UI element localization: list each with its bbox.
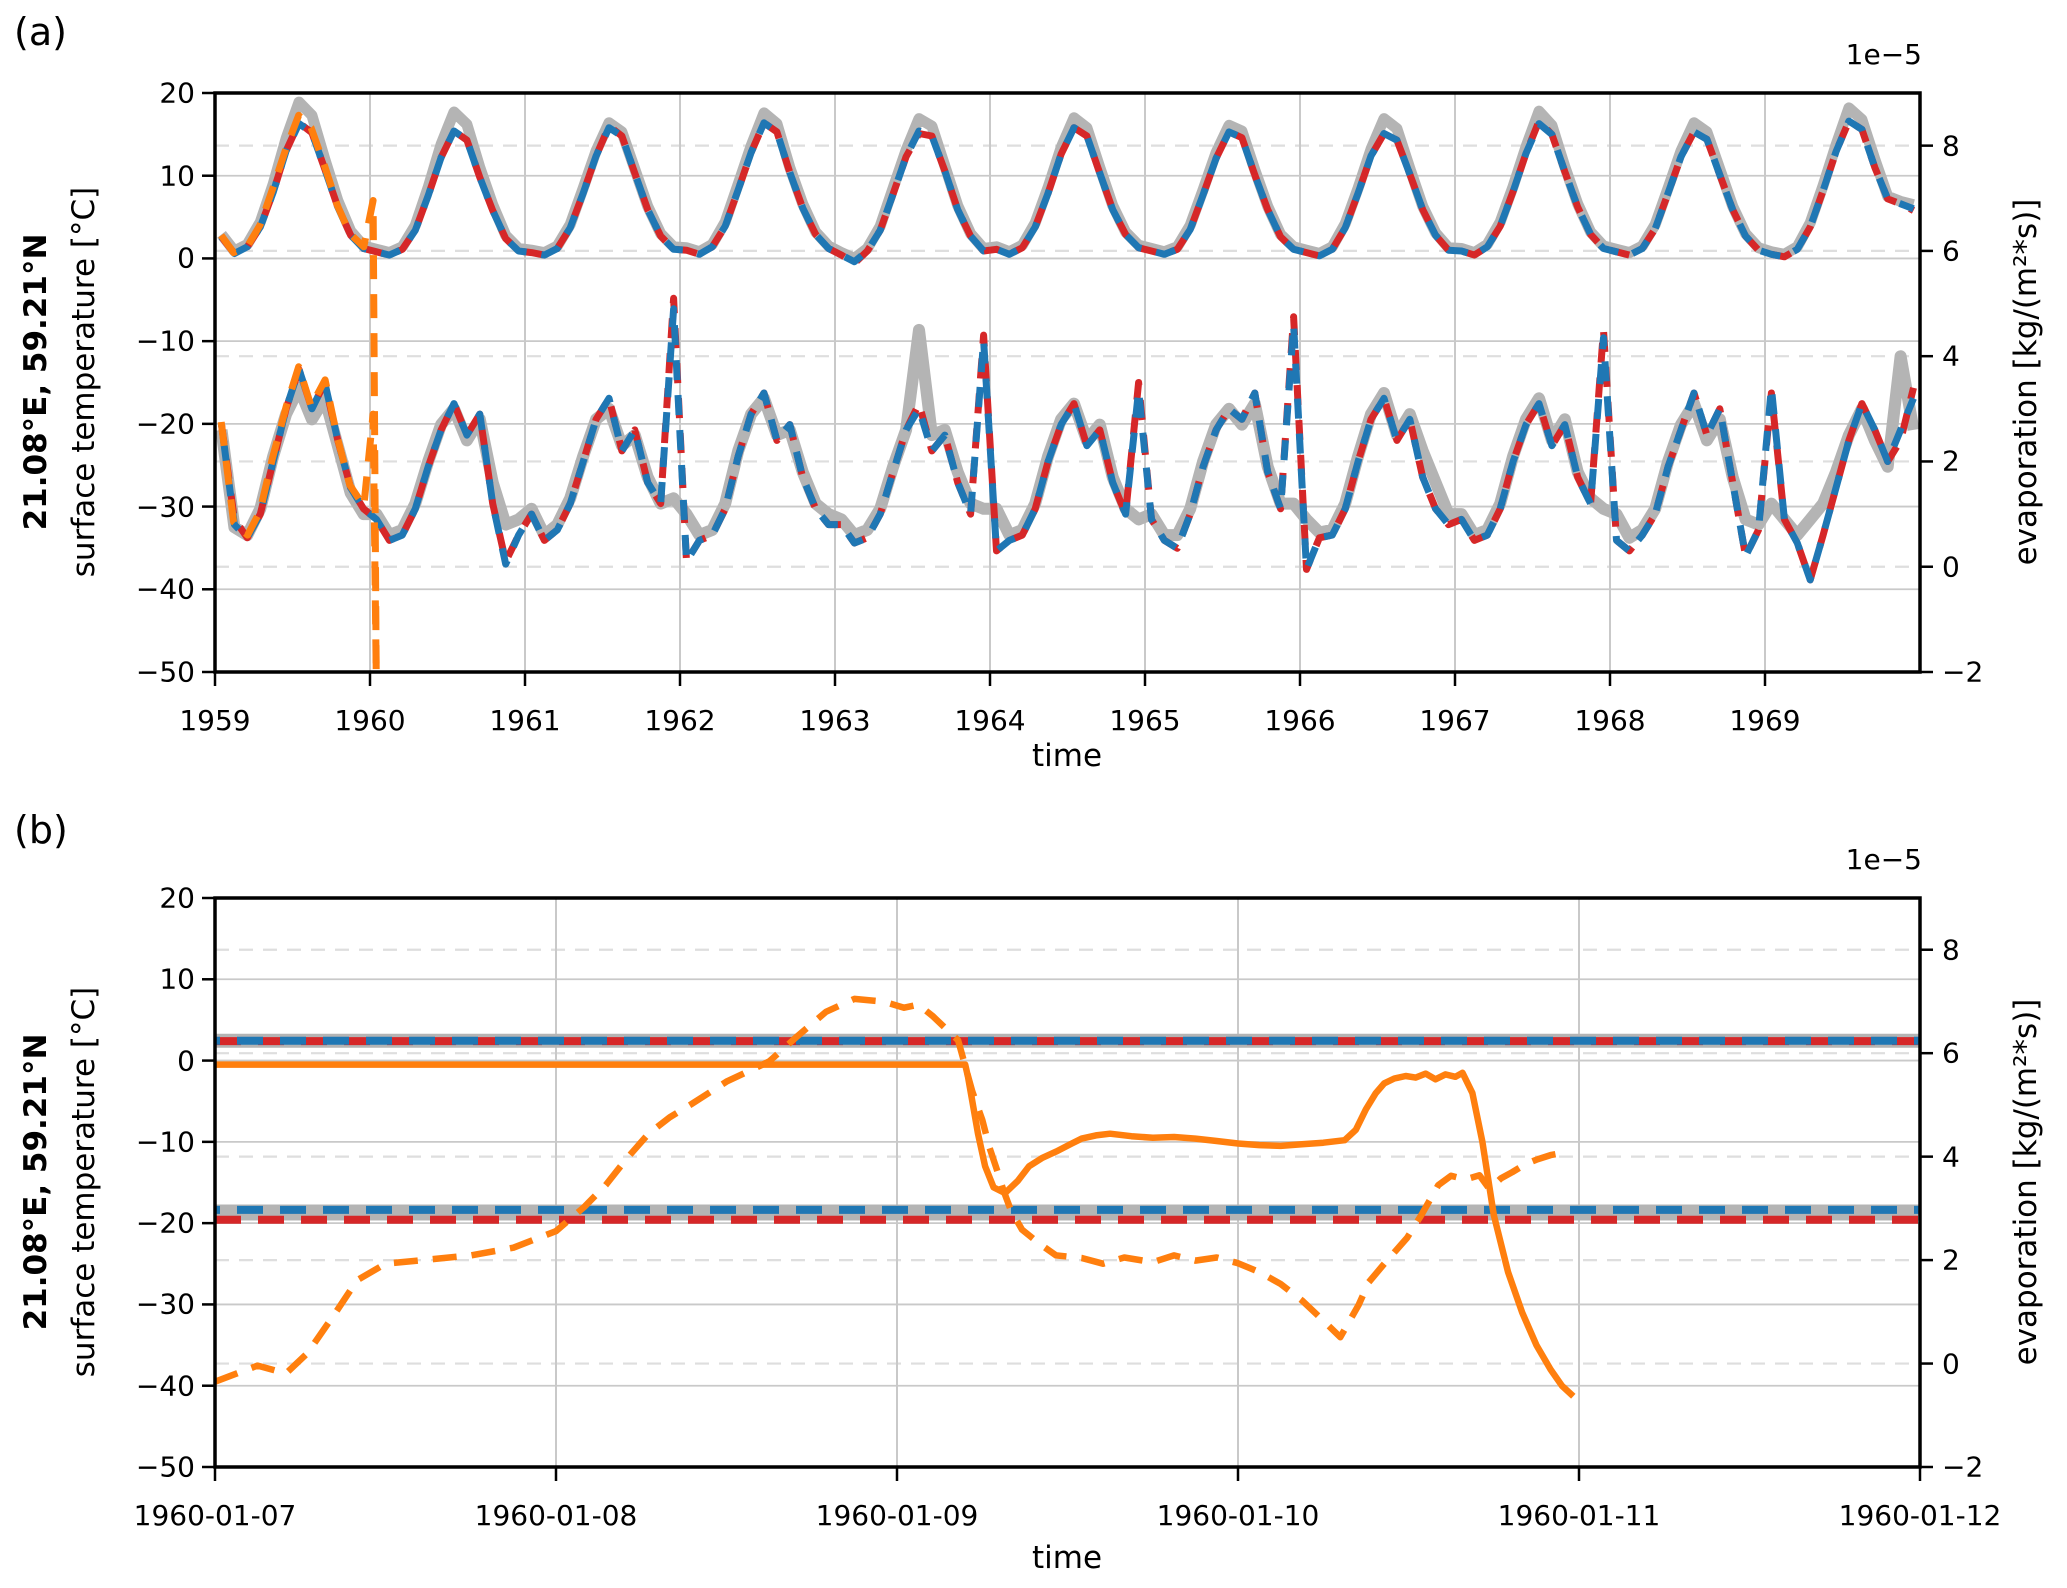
panel-b-y-right-tick-label: 4: [1942, 1140, 1960, 1174]
panel-a-y-left-tick-label: −30: [135, 490, 195, 524]
panel-b-y-left-tick-label: −10: [135, 1125, 195, 1159]
plot-border-a: [213, 91, 1922, 674]
panel-a-x-tick-label: 1967: [1419, 704, 1491, 737]
panel-b-x-tick-label: 1960-01-07: [133, 1499, 297, 1532]
panel-a-y-right-tick-label: −2: [1942, 655, 1984, 689]
panel-b-x-tick-label: 1960-01-08: [474, 1499, 638, 1532]
panel-b-y-left-tick-label: −40: [135, 1369, 195, 1403]
panel-a-x-tick-label: 1963: [799, 704, 871, 737]
panel-b-letter: (b): [14, 808, 68, 852]
panel-b-x-tick-label: 1960-01-10: [1156, 1499, 1320, 1532]
panel-a-x-axis-label: time: [1031, 738, 1103, 774]
panel-b-y-right-tick-label: 2: [1942, 1243, 1960, 1277]
panel-b-x-tick-label: 1960-01-09: [815, 1499, 979, 1532]
panel-a-x-tick-label: 1969: [1729, 704, 1801, 737]
panel-b-right-axis-label: evaporation [kg/(m²*s)]: [2008, 998, 2044, 1366]
panel-b-y-left-tick-label: 0: [177, 1044, 195, 1078]
panel-a-x-tick-label: 1960: [334, 704, 406, 737]
series-red-temperature-line: [218, 117, 1916, 267]
panel-b-y-left-tick-label: 20: [159, 881, 195, 915]
panel-b-y-left-tick-label: −20: [135, 1206, 195, 1240]
series-group-b: [215, 995, 1920, 1399]
panel-a-letter: (a): [14, 10, 67, 54]
panel-b-x-axis-label: time: [1031, 1540, 1103, 1576]
panel-a-x-tick-label: 1964: [954, 704, 1026, 737]
panel-a-y-right-tick-label: 4: [1942, 339, 1960, 373]
panel-a-y-right-tick-label: 2: [1942, 444, 1960, 478]
series-blue-evaporation-line: [218, 305, 1917, 584]
panel-a-x-tick-label: 1961: [489, 704, 561, 737]
panel-b-x-tick-label: 1960-01-11: [1497, 1499, 1661, 1532]
panel-a-y-left-tick-label: −40: [135, 572, 195, 606]
panel-a-y-right-tick-label: 6: [1942, 234, 1960, 268]
panel-b: [202, 896, 1933, 1481]
panel-a: [202, 91, 1933, 686]
panel-b-y-right-tick-label: −2: [1942, 1450, 1984, 1484]
series-blue-temperature-line: [218, 117, 1915, 266]
series-orange-temperature-crashed-line: [215, 1061, 1576, 1399]
series-orange-temperature-crashed-line: [218, 111, 380, 672]
panel-b-y-right-tick-label: 0: [1942, 1347, 1960, 1381]
panel-b-y-right-tick-label: 6: [1942, 1036, 1960, 1070]
series-orange-evaporation-crashed-line: [215, 995, 1570, 1385]
panel-a-y-left-tick-label: 20: [159, 76, 195, 110]
panel-a-x-tick-label: 1966: [1264, 704, 1336, 737]
panel-b-left-axis-label: surface temperature [°C]: [66, 986, 102, 1378]
series-group-a: [215, 96, 1920, 672]
panel-b-y-right-tick-label: 8: [1942, 933, 1960, 967]
panel-b-y-left-tick-label: 10: [159, 962, 195, 996]
panel-a-offset-label: 1e−5: [1845, 38, 1922, 71]
panel-a-x-tick-label: 1968: [1574, 704, 1646, 737]
panel-a-coordinates-label: 21.08°E, 59.21°N: [18, 233, 54, 531]
series-gray-temperature-line: [217, 96, 1915, 264]
panel-a-y-right-tick-label: 0: [1942, 550, 1960, 584]
panel-a-x-tick-label: 1959: [179, 704, 251, 737]
panel-b-x-tick-label: 1960-01-12: [1838, 1499, 2002, 1532]
panel-a-y-left-tick-label: −10: [135, 324, 195, 358]
panel-a-x-tick-label: 1962: [644, 704, 716, 737]
panel-b-y-left-tick-label: −30: [135, 1287, 195, 1321]
panel-a-y-left-tick-label: −50: [135, 655, 195, 689]
panel-b-coordinates-label: 21.08°E, 59.21°N: [18, 1033, 54, 1331]
series-orange-evaporation-crashed-line: [217, 363, 380, 672]
panel-a-y-left-tick-label: 10: [159, 159, 195, 193]
panel-a-x-tick-label: 1965: [1109, 704, 1181, 737]
panel-b-offset-label: 1e−5: [1845, 843, 1922, 876]
panel-a-y-right-tick-label: 8: [1942, 129, 1960, 163]
panel-a-y-left-tick-label: −20: [135, 407, 195, 441]
panel-a-right-axis-label: evaporation [kg/(m²*s)]: [2008, 198, 2044, 566]
panel-a-y-left-tick-label: 0: [177, 241, 195, 275]
panel-a-left-axis-label: surface temperature [°C]: [66, 186, 102, 578]
plot-border-b: [213, 896, 1922, 1469]
panel-b-y-left-tick-label: −50: [135, 1450, 195, 1484]
